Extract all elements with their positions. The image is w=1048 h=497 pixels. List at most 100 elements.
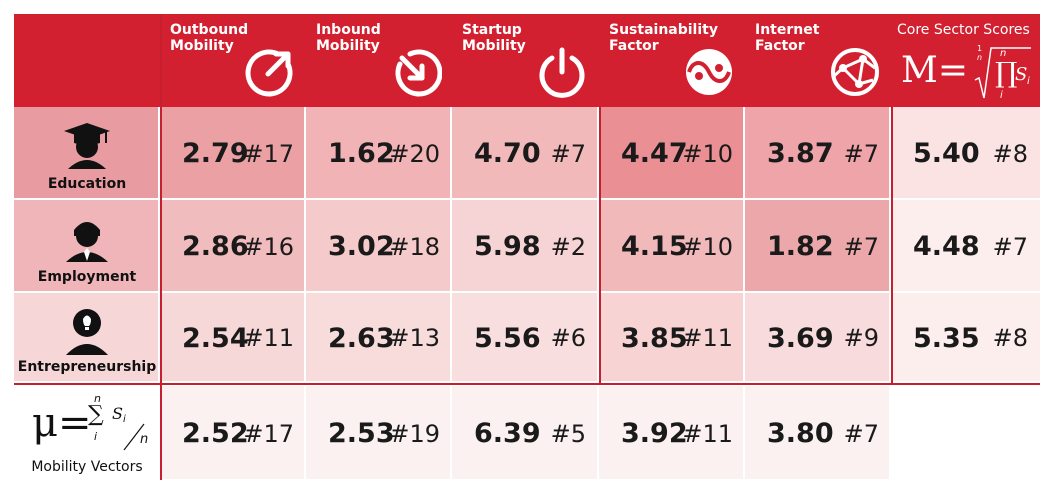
cell-separator: [743, 107, 745, 200]
score-cell: 1.62 #20: [306, 107, 452, 200]
formula-sub: i: [1027, 76, 1030, 87]
score-value: 2.52: [182, 418, 249, 449]
formula-upper: n: [94, 392, 101, 405]
rank-value: #18: [389, 232, 440, 261]
root-sign-icon: [974, 47, 1031, 99]
factor-divider: [599, 107, 601, 384]
score-cell: 2.86 #16: [160, 200, 306, 293]
rank-value: #6: [550, 324, 586, 352]
formula-var: S: [1015, 64, 1028, 85]
formula-main: M=: [901, 50, 969, 91]
formula-lower: i: [1000, 90, 1003, 101]
formula-lower: i: [94, 430, 98, 443]
inbound-arrow-icon: [395, 49, 442, 97]
rank-value: #7: [550, 139, 586, 168]
vectors-divider: [14, 383, 1040, 385]
rank-value: #7: [843, 139, 879, 168]
column-sustainability-factor: Sustainability Factor: [599, 14, 745, 107]
score-cell: 3.92 #11: [599, 386, 745, 481]
score-cell: 6.39 #5: [452, 386, 598, 481]
score-value: 4.48: [913, 231, 980, 262]
rank-value: #10: [682, 139, 733, 168]
cell-separator: [889, 107, 891, 200]
score-value: 5.35: [913, 322, 980, 354]
row-label: Mobility Vectors: [31, 459, 143, 475]
cell-separator: [450, 293, 452, 383]
row-header-3: Entrepreneurship: [14, 293, 160, 383]
table-header-bar: [14, 14, 1040, 107]
column-label: Internet Factor: [755, 22, 820, 54]
rank-value: #20: [389, 139, 440, 168]
row-label: Employment: [37, 269, 137, 285]
score-value: 3.87: [767, 138, 834, 169]
score-value: 4.47: [621, 138, 688, 169]
cell-separator: [743, 200, 745, 293]
score-value: 6.39: [474, 418, 541, 449]
column-label: Outbound Mobility: [170, 22, 249, 54]
row-header-2: Employment: [14, 200, 160, 293]
score-value: 2.53: [328, 418, 395, 449]
row-separator: [14, 381, 1040, 383]
formula-sub: i: [123, 414, 126, 425]
graduate-person-icon: [64, 123, 110, 169]
row-separator: [14, 479, 1040, 481]
formula-sum: ∑: [88, 402, 104, 427]
cell-separator: [743, 293, 745, 383]
column-label: Sustainability Factor: [609, 22, 718, 54]
rank-value: #17: [243, 139, 294, 168]
score-cell: 3.85 #11: [599, 293, 745, 383]
score-value: 5.40: [913, 138, 980, 169]
score-cell: 2.54 #11: [160, 293, 306, 383]
rank-value: #16: [243, 232, 294, 261]
rank-value: #10: [682, 232, 733, 261]
score-value: 3.80: [767, 418, 834, 449]
column-label: Startup Mobility: [462, 22, 526, 54]
cell-separator: [597, 107, 599, 200]
formula-upper: n: [1000, 48, 1007, 59]
score-value: 3.85: [621, 322, 688, 354]
cell-separator: [889, 293, 891, 383]
outbound-arrow-icon: [245, 49, 293, 97]
formula-mu: μ=: [32, 400, 92, 446]
yin-yang-icon: [686, 49, 732, 95]
rank-value: #7: [992, 232, 1028, 261]
score-cell: 4.47 #10: [599, 107, 745, 200]
formula-exp-num: 1: [977, 44, 983, 53]
cell-separator: [450, 386, 452, 481]
cell-separator: [450, 107, 452, 200]
core-sector-label: Core Sector Scores: [897, 22, 1030, 38]
core-score-cell: [891, 386, 1040, 481]
rank-value: #8: [992, 324, 1028, 352]
fraction-slash-icon: [123, 423, 145, 451]
cell-separator: [450, 200, 452, 293]
cell-separator: [158, 107, 160, 200]
cell-separator: [597, 293, 599, 383]
formula-den: n: [140, 432, 149, 447]
score-cell: 5.98 #2: [452, 200, 598, 293]
cell-separator: [304, 107, 306, 200]
rank-value: #13: [389, 324, 440, 352]
row-separator: [14, 291, 1040, 293]
rank-value: #5: [550, 419, 586, 448]
score-cell: 3.80 #7: [745, 386, 891, 481]
rank-value: #8: [992, 139, 1028, 168]
formula-var: S: [112, 404, 123, 423]
idea-person-icon: [66, 309, 108, 355]
score-cell: 2.63 #13: [306, 293, 452, 383]
column-core-sector-scores: Core Sector Scores M= 1 n n ∏ i S i: [891, 14, 1040, 107]
cell-separator: [304, 386, 306, 481]
score-value: 2.63: [328, 322, 395, 354]
cell-separator: [889, 386, 891, 481]
score-value: 2.54: [182, 322, 249, 354]
score-value: 5.56: [474, 322, 541, 354]
column-inbound-mobility: Inbound Mobility: [306, 14, 452, 107]
row-header-divider: [160, 14, 162, 480]
core-divider: [891, 107, 893, 384]
table-row: Entrepreneurship 2.54 #11 2.63 #13 5.56 #6 3.85…: [14, 293, 1040, 383]
column-internet-factor: Internet Factor: [745, 14, 891, 107]
network-globe-icon: [831, 48, 879, 96]
row-separator: [14, 198, 1040, 200]
cell-separator: [304, 200, 306, 293]
